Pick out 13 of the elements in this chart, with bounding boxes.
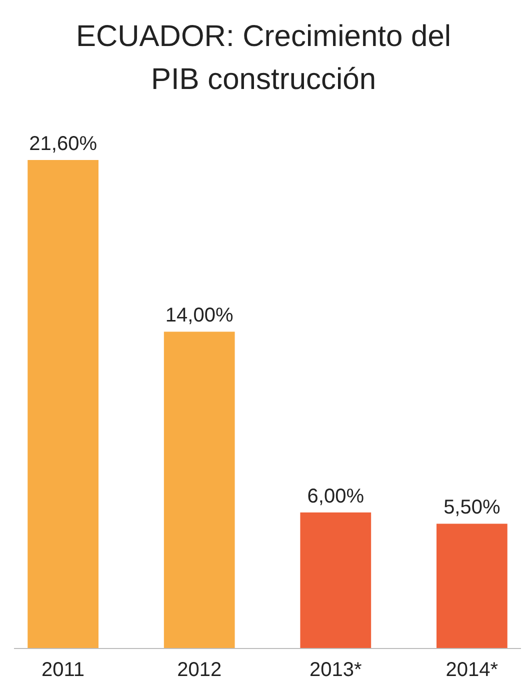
x-tick-label: 2011 (42, 659, 85, 681)
data-label: 6,00% (307, 485, 364, 508)
bar (300, 512, 372, 648)
x-tick-label: 2013* (310, 659, 362, 681)
chart-title: ECUADOR: Crecimiento del PIB construcción (76, 20, 452, 96)
data-label: 14,00% (165, 304, 234, 327)
x-tick-label: 2012 (177, 659, 222, 681)
data-label: 21,60% (29, 133, 98, 155)
bar (164, 332, 235, 648)
data-label: 5,50% (444, 496, 500, 519)
bar (436, 524, 508, 648)
x-tick-label: 2014* (446, 659, 498, 681)
bar (28, 160, 98, 648)
